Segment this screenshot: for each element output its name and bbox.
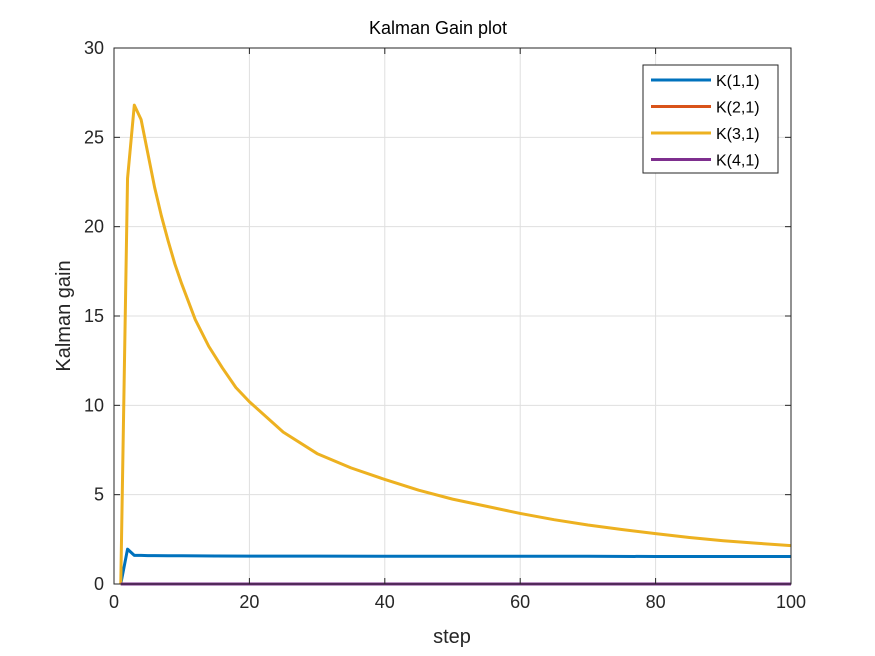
chart-title: Kalman Gain plot	[369, 18, 507, 38]
y-tick-label: 20	[84, 217, 104, 237]
x-tick-label: 60	[510, 592, 530, 612]
grid-layer	[113, 47, 792, 585]
x-tick-label: 40	[375, 592, 395, 612]
legend: K(1,1) K(2,1) K(3,1) K(4,1)	[642, 64, 779, 174]
legend-box	[642, 64, 779, 174]
legend-label-4: K(4,1)	[716, 153, 760, 170]
y-tick-label: 30	[84, 38, 104, 58]
x-tick-label: 20	[239, 592, 259, 612]
series-line-1	[119, 547, 791, 585]
legend-label-1: K(1,1)	[716, 73, 760, 90]
y-tick-label: 15	[84, 306, 104, 326]
legend-label-3: K(3,1)	[716, 126, 760, 143]
y-axis-label: Kalman gain	[53, 260, 75, 371]
y-tick-label: 5	[94, 485, 104, 505]
x-tick-label: 100	[776, 592, 806, 612]
y-tick-label: 10	[84, 395, 104, 415]
x-tick-label: 80	[646, 592, 666, 612]
x-tick-label: 0	[109, 592, 119, 612]
series-line-3	[119, 103, 792, 585]
x-axis-label: step	[433, 626, 471, 648]
legend-label-2: K(2,1)	[716, 100, 760, 117]
tick-layer: 0 20 40 60 80 100 0 5 10 15 20 25 30	[84, 38, 806, 612]
y-tick-label: 0	[94, 574, 104, 594]
y-tick-label: 25	[84, 127, 104, 147]
